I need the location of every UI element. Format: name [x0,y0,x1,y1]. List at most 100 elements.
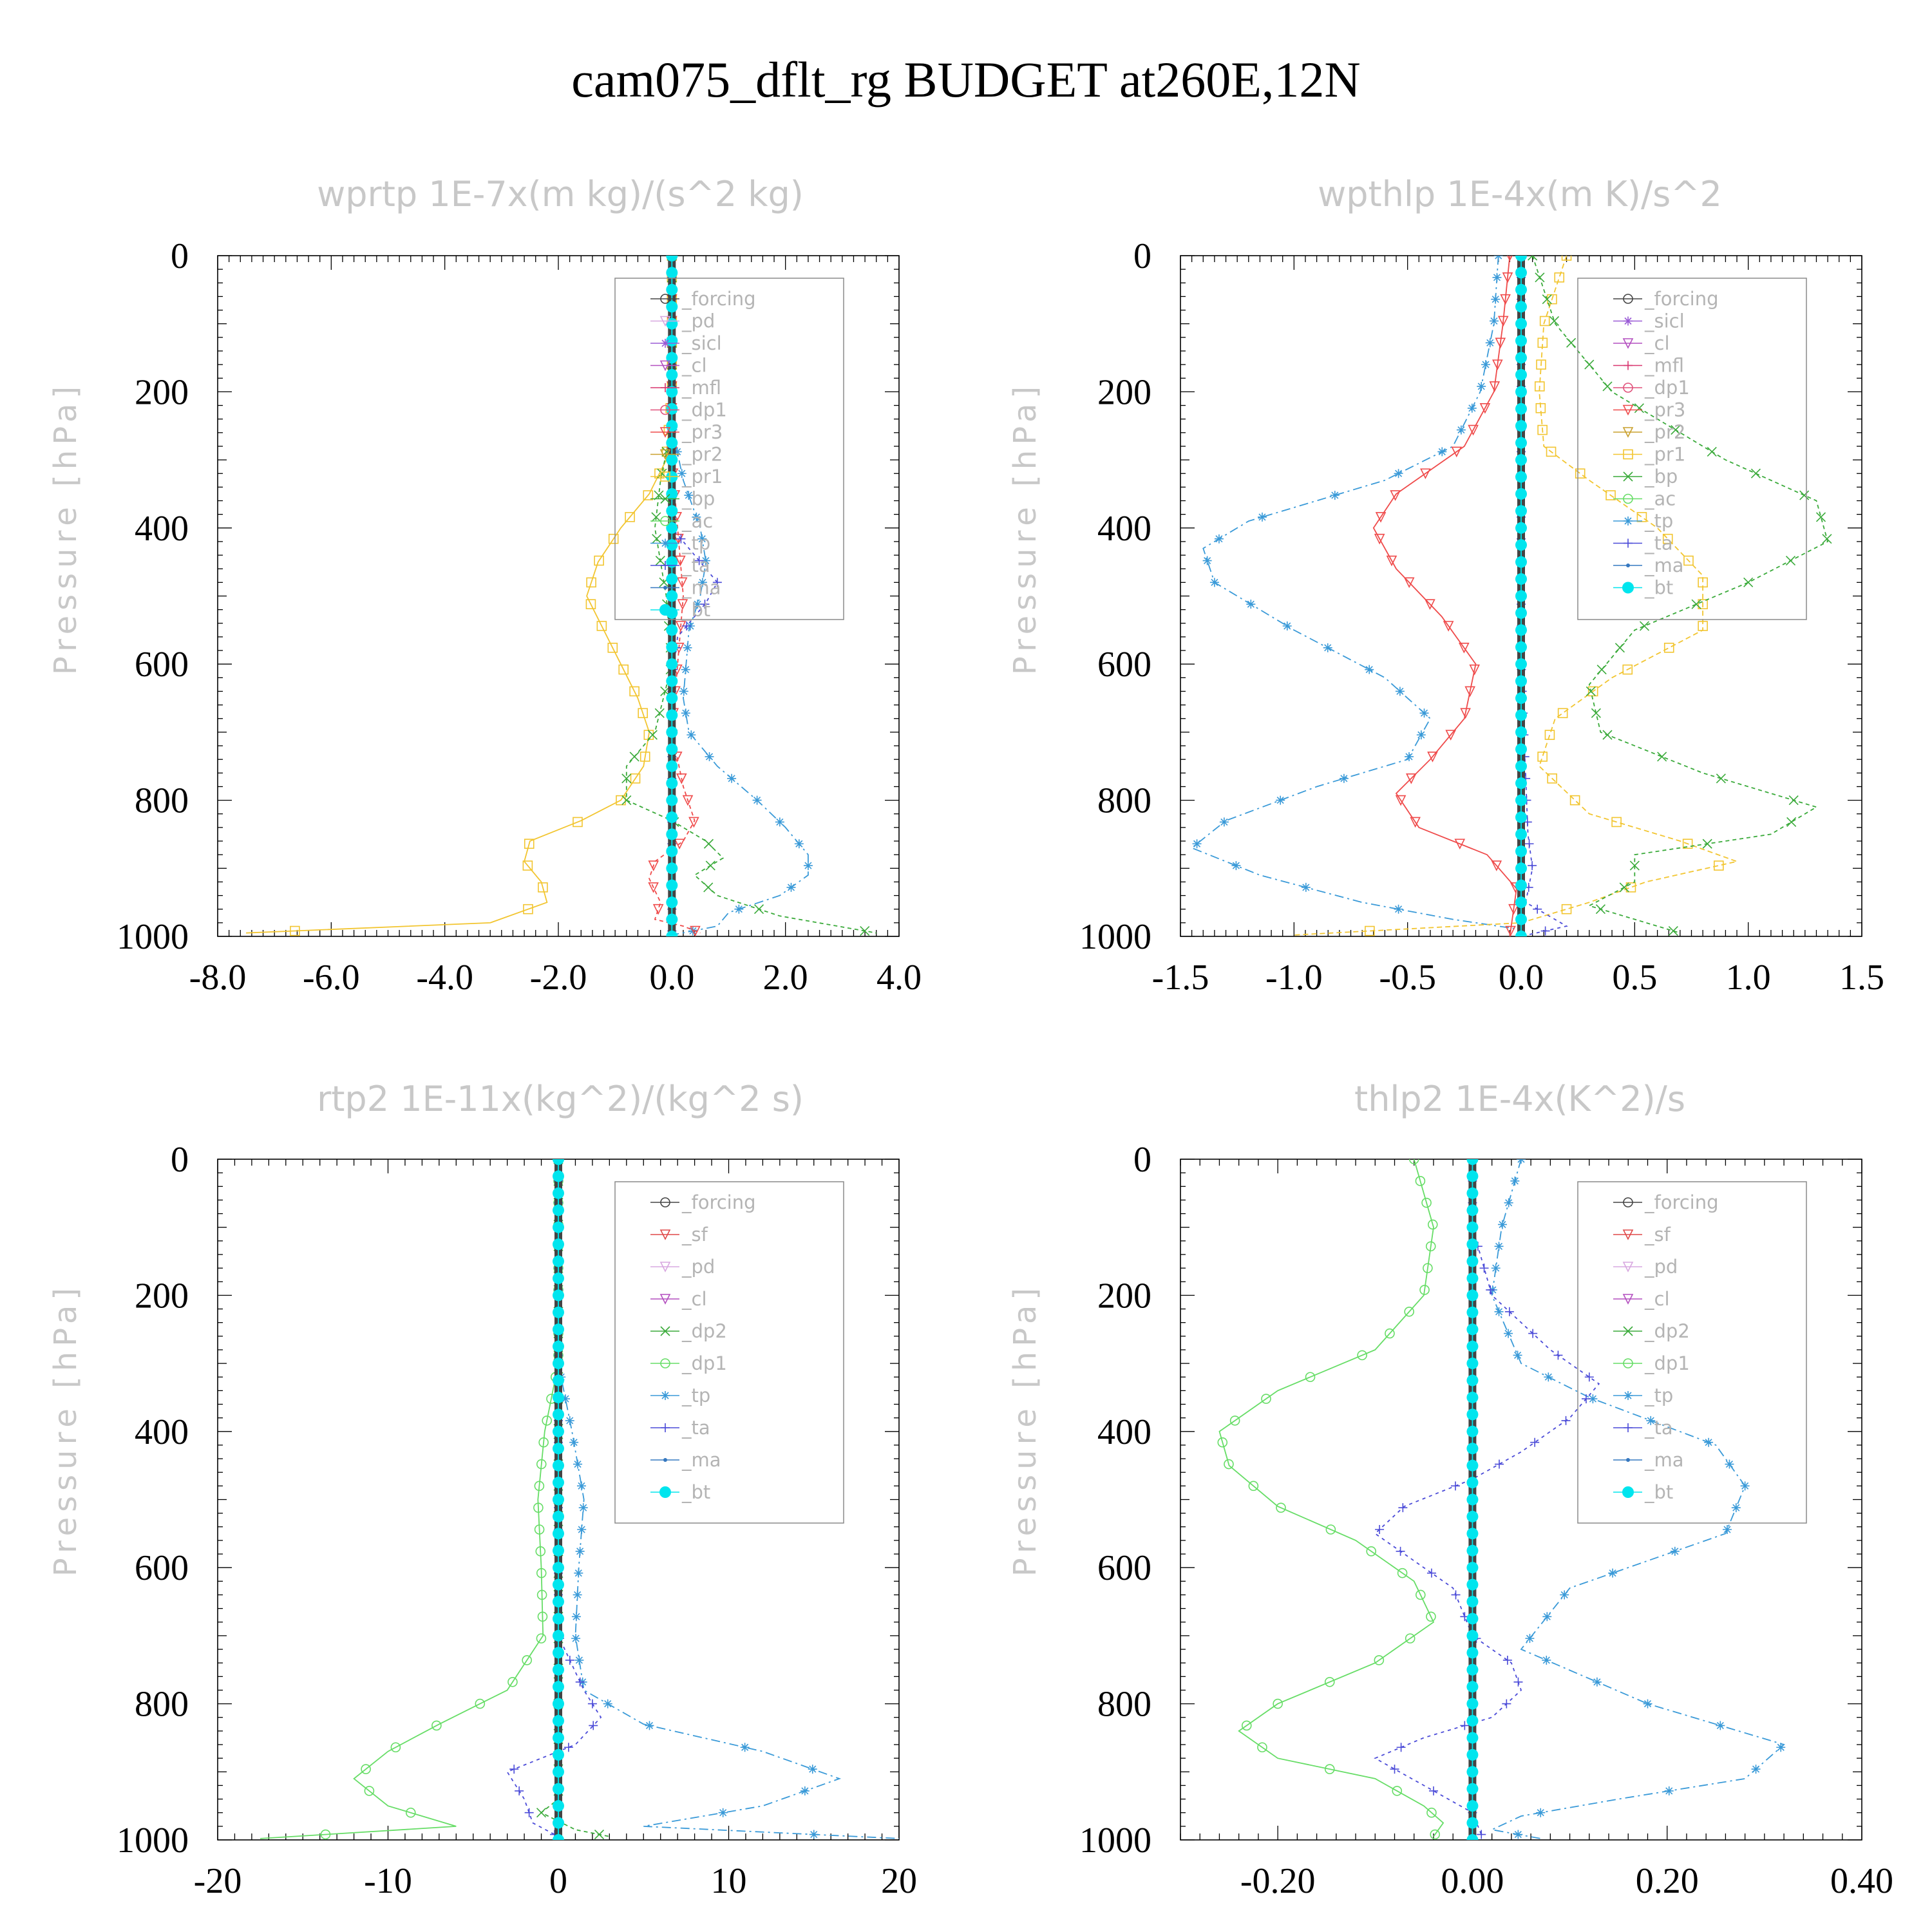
data-point [536,1633,547,1643]
data-point [666,267,678,279]
data-point [1395,795,1406,806]
legend-label: _pr1 [681,466,723,488]
data-point [690,925,701,936]
legend-label: _bp [681,488,715,510]
data-point [1657,752,1667,762]
data-point [1427,752,1438,762]
data-point [1261,1394,1271,1404]
data-point [666,420,678,432]
data-point [651,512,661,522]
y-tick-label: 0 [1133,1140,1151,1180]
data-point [537,1611,548,1622]
data-point [666,488,678,500]
panel-wpthlp: wpthlp 1E-4x(m K)/s^2 Pressure [hPa] 0 20… [1007,174,1884,998]
data-point [1497,1220,1507,1229]
legend-entry: _bt [1613,1481,1673,1503]
data-point [775,817,784,827]
data-point [639,752,650,762]
plot-frame [1180,1159,1862,1841]
data-point [1636,512,1647,522]
data-point [1385,1328,1395,1339]
data-point [1515,828,1527,840]
series_ta [1374,1159,1600,1839]
legend-marker [663,585,667,590]
legend-entry: _sicl [650,332,722,354]
series_tp [554,1159,899,1839]
data-point [666,386,678,398]
legend-marker [1626,1458,1630,1462]
data-point [1515,471,1527,483]
data-point [666,437,678,449]
data-point [1466,1358,1479,1370]
data-point [1683,555,1694,566]
data-point [1691,599,1701,609]
data-point [1493,256,1503,260]
legend-label: _forcing [1644,1191,1719,1213]
data-point [1491,294,1501,304]
series-line [1218,1159,1444,1837]
data-point [1549,316,1560,327]
data-point [1404,1306,1414,1317]
data-point [1584,359,1595,370]
data-point [1662,533,1673,544]
data-point [1533,904,1542,914]
data-point [538,1437,549,1448]
data-point [1515,692,1527,705]
data-point [666,743,678,755]
legend-label: _dp2 [1644,1320,1690,1342]
data-point [1625,882,1636,893]
data-point [1544,1372,1553,1382]
data-point [1575,468,1586,479]
data-point [1219,817,1229,827]
legend-entry: _ac [1613,488,1676,510]
series-line [1374,1159,1600,1837]
y-tick-label: 600 [1097,1548,1151,1588]
data-point [666,641,678,653]
data-point [682,795,694,806]
legend-marker [660,471,670,482]
legend-marker [660,404,670,415]
data-point [553,1204,564,1217]
data-point [1301,882,1311,892]
legend-label: _ta [1644,1417,1673,1439]
data-point [1426,1611,1436,1622]
data-point [1682,838,1693,849]
series-group [246,256,876,936]
data-point [603,1699,612,1709]
panel-title: rtp2 1E-11x(kg^2)/(kg^2 s) [317,1079,804,1119]
data-point [538,882,548,893]
data-point [564,1743,573,1752]
data-point [1740,1481,1750,1491]
data-point [1515,488,1527,500]
data-point [666,862,678,875]
data-point [1494,1242,1504,1251]
data-point [1425,599,1435,610]
data-point [553,1159,564,1165]
data-point [1466,1408,1479,1421]
legend-marker [659,1486,671,1498]
y-tick-label: 1000 [1079,917,1151,957]
legend-entry: _mfl [650,377,721,399]
legend-label: _pr3 [1644,399,1685,421]
data-point [1192,839,1202,849]
legend-marker [660,1326,670,1336]
data-point [1822,534,1832,544]
data-point [1437,447,1447,457]
data-point [1515,522,1527,534]
data-point [648,882,659,893]
data-point [1602,730,1613,740]
legend-label: _pd [1644,1256,1678,1278]
data-point [542,1416,553,1426]
data-point [1477,1830,1486,1839]
data-point [1528,1329,1538,1338]
data-point [1646,1416,1656,1425]
data-point [1454,838,1466,850]
data-point [1430,1829,1441,1840]
data-point [1505,925,1516,936]
data-point [1466,1715,1479,1727]
panel-wprtp: wprtp 1E-7x(m kg)/(s^2 kg) Pressure [hPa… [48,174,922,998]
data-point [666,454,678,466]
data-point [1428,1786,1438,1795]
legend-entry: _bt [650,1481,710,1503]
data-point [1445,730,1456,741]
